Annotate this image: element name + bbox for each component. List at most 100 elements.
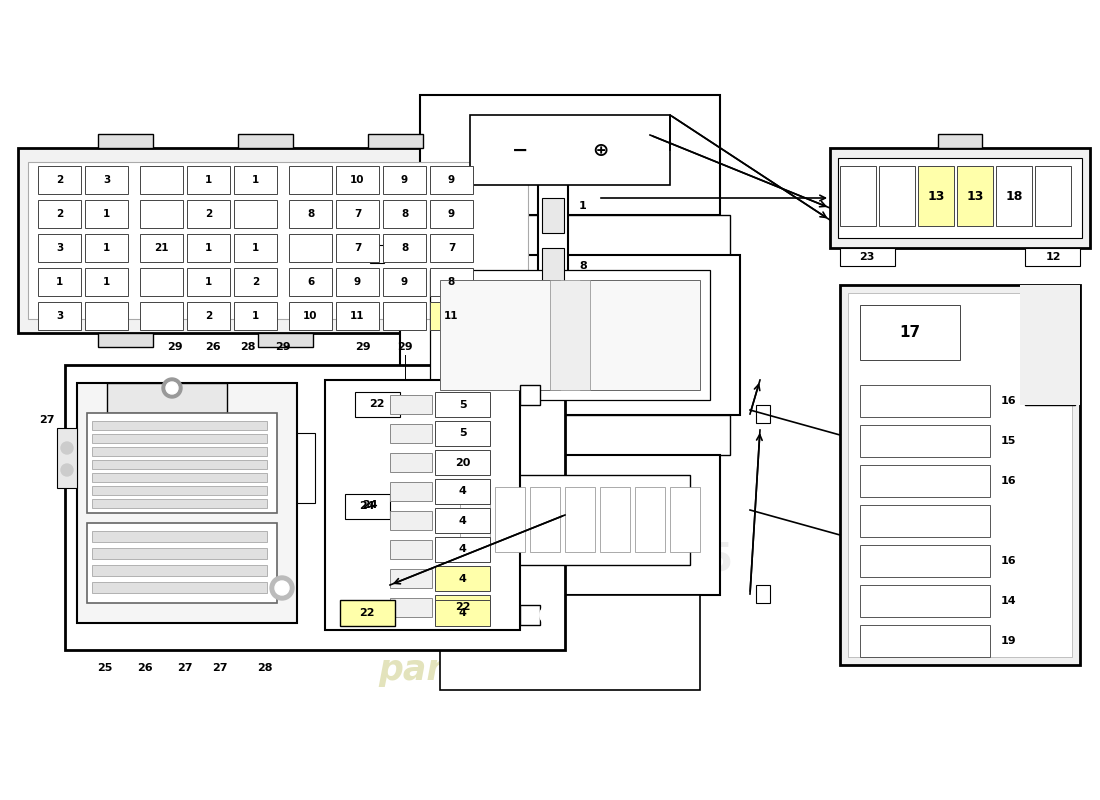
Bar (77, 383, 297, 623)
Text: 9: 9 (448, 175, 455, 185)
Text: 24: 24 (360, 501, 375, 511)
Bar (85, 234, 128, 262)
Bar (580, 280, 700, 390)
Text: 10: 10 (304, 311, 318, 321)
Text: 4: 4 (459, 515, 466, 526)
Text: 22: 22 (360, 608, 375, 618)
Text: 4: 4 (459, 486, 466, 497)
Text: 9: 9 (400, 277, 408, 287)
Bar (860, 625, 990, 657)
Bar (107, 383, 227, 413)
Bar (860, 465, 990, 497)
Bar (57, 428, 77, 488)
Bar (756, 585, 770, 603)
Bar (390, 424, 432, 443)
Text: 1: 1 (205, 277, 212, 287)
Text: 1: 1 (252, 311, 260, 321)
Bar (340, 600, 395, 626)
Bar (860, 585, 990, 617)
Bar (39, 200, 81, 228)
Text: 1: 1 (103, 277, 110, 287)
Bar (140, 268, 183, 296)
Bar (187, 268, 230, 296)
Text: 1: 1 (252, 175, 260, 185)
Bar (140, 166, 183, 194)
Text: 3: 3 (56, 243, 63, 253)
Bar (336, 268, 380, 296)
Bar (860, 505, 990, 537)
Text: 7: 7 (354, 209, 361, 219)
Bar (430, 270, 710, 400)
Text: 18: 18 (1005, 190, 1023, 202)
Text: 19: 19 (1000, 636, 1015, 646)
Bar (92, 531, 267, 542)
Bar (860, 385, 990, 417)
Bar (92, 447, 267, 456)
Bar (289, 166, 332, 194)
Bar (860, 425, 990, 457)
Bar (87, 523, 277, 603)
Text: 11: 11 (444, 311, 459, 321)
Bar (840, 248, 895, 266)
Text: a passion for: a passion for (199, 606, 402, 634)
Text: 13: 13 (966, 190, 983, 202)
Text: 3: 3 (103, 175, 110, 185)
Text: 29: 29 (355, 342, 371, 352)
Text: 1: 1 (205, 243, 212, 253)
Text: 27: 27 (40, 415, 55, 425)
Text: 8: 8 (400, 209, 408, 219)
Bar (234, 234, 277, 262)
Text: 16: 16 (1000, 396, 1015, 406)
Bar (85, 166, 128, 194)
Bar (860, 545, 990, 577)
Text: 5: 5 (459, 429, 466, 438)
Bar (92, 421, 267, 430)
Bar (92, 486, 267, 495)
Bar (297, 433, 315, 503)
Circle shape (275, 581, 289, 595)
Text: 1985: 1985 (626, 541, 734, 579)
Bar (234, 166, 277, 194)
Text: 27: 27 (212, 663, 228, 673)
Bar (140, 302, 183, 330)
Text: 4: 4 (459, 574, 466, 583)
Text: 22: 22 (370, 399, 385, 409)
Text: 29: 29 (397, 342, 412, 352)
Text: 8: 8 (400, 243, 408, 253)
Bar (258, 333, 314, 347)
Text: 29: 29 (167, 342, 183, 352)
Bar (39, 302, 81, 330)
Bar (756, 405, 770, 423)
Text: 21: 21 (154, 243, 168, 253)
Bar (289, 234, 332, 262)
Bar (420, 455, 720, 595)
Bar (840, 166, 876, 226)
Bar (383, 302, 426, 330)
Text: 4: 4 (459, 608, 466, 618)
Bar (370, 405, 384, 423)
Text: 2: 2 (205, 209, 212, 219)
Bar (430, 166, 473, 194)
Bar (187, 200, 230, 228)
Bar (565, 487, 595, 552)
Text: 16: 16 (1000, 476, 1015, 486)
Bar (390, 540, 432, 559)
Bar (390, 453, 432, 472)
Bar (39, 234, 81, 262)
Bar (370, 245, 384, 263)
Bar (85, 200, 128, 228)
Bar (234, 200, 277, 228)
Bar (420, 95, 720, 215)
Bar (92, 473, 267, 482)
Text: euro: euro (88, 506, 212, 554)
Bar (520, 385, 540, 405)
Bar (324, 380, 520, 630)
Bar (918, 166, 954, 226)
Bar (670, 487, 700, 552)
Bar (289, 302, 332, 330)
Text: 2: 2 (252, 277, 260, 287)
Text: 3: 3 (56, 311, 63, 321)
Bar (957, 166, 993, 226)
Bar (938, 134, 982, 148)
Bar (1020, 285, 1080, 405)
